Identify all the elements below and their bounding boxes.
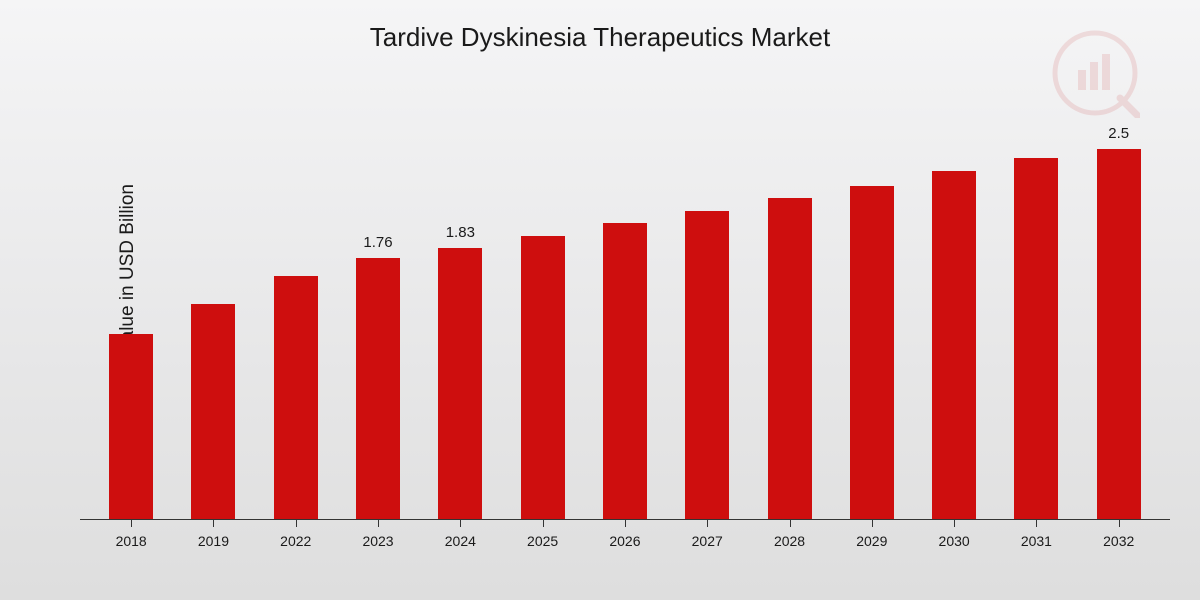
bar-group: 1.832024: [430, 224, 490, 519]
x-tick-label: 2019: [198, 533, 229, 549]
x-tick-label: 2031: [1021, 533, 1052, 549]
x-tick: [790, 519, 791, 527]
x-tick: [131, 519, 132, 527]
watermark-logo: [1050, 28, 1140, 123]
x-tick: [213, 519, 214, 527]
bar: [603, 223, 647, 519]
bar-value-label: 1.76: [363, 234, 392, 252]
x-tick: [872, 519, 873, 527]
bar-group: 2028: [760, 174, 820, 519]
bar: [932, 171, 976, 519]
x-tick-label: 2022: [280, 533, 311, 549]
bar: [109, 334, 153, 519]
bar: [521, 236, 565, 519]
bar-group: 2025: [513, 212, 573, 519]
bar: [1097, 149, 1141, 519]
bar-group: 2030: [924, 147, 984, 519]
bar-group: 1.762023: [348, 234, 408, 519]
bar-group: 2018: [101, 310, 161, 519]
chart-title: Tardive Dyskinesia Therapeutics Market: [0, 22, 1200, 53]
x-tick: [625, 519, 626, 527]
bar-value-label: 2.5: [1108, 125, 1129, 143]
x-tick: [296, 519, 297, 527]
x-tick-label: 2028: [774, 533, 805, 549]
bar: [438, 248, 482, 519]
x-tick-label: 2026: [609, 533, 640, 549]
bar: [850, 186, 894, 519]
plot-area: 2018 2019 2022 1.762023 1.832024 2025 2026 2027…: [80, 120, 1170, 520]
x-tick-label: 2027: [692, 533, 723, 549]
bars-container: 2018 2019 2022 1.762023 1.832024 2025 2026 2027…: [80, 120, 1170, 519]
bar: [191, 304, 235, 519]
bar-group: 2.52032: [1089, 125, 1149, 519]
bar: [356, 258, 400, 519]
x-tick: [1036, 519, 1037, 527]
x-tick-label: 2025: [527, 533, 558, 549]
x-tick-label: 2024: [445, 533, 476, 549]
x-tick-label: 2032: [1103, 533, 1134, 549]
x-tick: [954, 519, 955, 527]
x-tick-label: 2030: [939, 533, 970, 549]
bar-group: 2031: [1006, 134, 1066, 519]
x-tick-label: 2023: [362, 533, 393, 549]
bar: [685, 211, 729, 519]
bar-group: 2026: [595, 199, 655, 519]
x-tick-label: 2018: [116, 533, 147, 549]
x-tick: [543, 519, 544, 527]
bar-value-label: 1.83: [446, 224, 475, 242]
x-tick: [378, 519, 379, 527]
bar: [768, 198, 812, 519]
bar-group: 2027: [677, 187, 737, 519]
x-tick: [460, 519, 461, 527]
x-tick: [1119, 519, 1120, 527]
bar-group: 2022: [266, 252, 326, 519]
bar-group: 2019: [183, 280, 243, 519]
bar-group: 2029: [842, 162, 902, 519]
bar: [1014, 158, 1058, 519]
bar: [274, 276, 318, 519]
x-tick: [707, 519, 708, 527]
x-tick-label: 2029: [856, 533, 887, 549]
